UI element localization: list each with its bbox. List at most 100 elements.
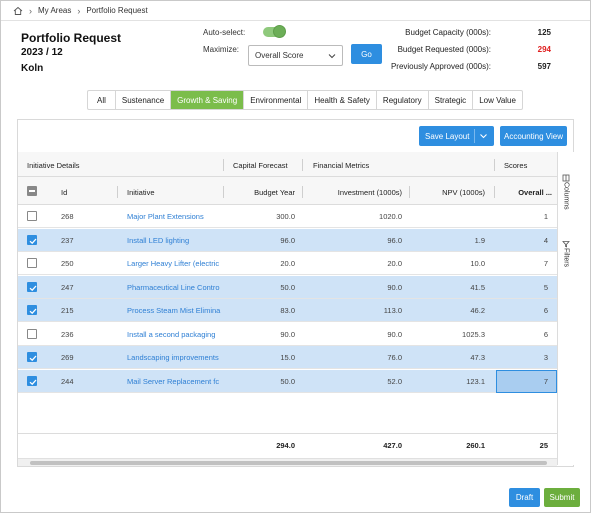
home-icon[interactable]: [13, 6, 23, 16]
table-row[interactable]: 237 Install LED lighting 96.0 96.0 1.9 4: [18, 228, 557, 252]
previously-approved-label: Previously Approved (000s):: [390, 62, 491, 71]
cell-investment: 90.0: [387, 282, 402, 292]
budget-requested-value: 294: [537, 45, 551, 54]
row-checkbox[interactable]: [27, 258, 37, 268]
row-checkbox[interactable]: [27, 352, 37, 362]
tab-sustenance[interactable]: Sustenance: [116, 91, 172, 109]
tab-all[interactable]: All: [88, 91, 116, 109]
table-row[interactable]: 247 Pharmaceutical Line Contro 50.0 90.0 41.…: [18, 275, 557, 299]
table-row[interactable]: 236 Install a second packaging 90.0 90.0 102…: [18, 322, 557, 346]
total-budget-year: 294.0: [276, 441, 295, 450]
tab-growth-saving[interactable]: Growth & Saving: [171, 91, 245, 109]
previously-approved-value: 597: [537, 62, 551, 71]
columns-icon: [562, 174, 570, 182]
maximize-select[interactable]: Overall Score: [248, 45, 343, 66]
cell-initiative-link[interactable]: Install a second packaging: [127, 329, 216, 339]
tool-panel-sidebar: Columns Filters: [557, 152, 574, 465]
tab-regulatory[interactable]: Regulatory: [377, 91, 429, 109]
cell-npv: 46.2: [470, 306, 485, 315]
cell-initiative-link[interactable]: Pharmaceutical Line Contro: [127, 282, 220, 292]
category-tabs: All Sustenance Growth & Saving Environme…: [87, 90, 523, 110]
cell-overall-score: 7: [543, 376, 548, 386]
table-row[interactable]: 244 Mail Server Replacement fc 50.0 52.0 123…: [18, 369, 557, 393]
budget-requested-label: Budget Requested (000s):: [397, 45, 491, 54]
column-investment[interactable]: Investment (1000s): [337, 188, 402, 197]
column-overall-score[interactable]: Overall ...: [518, 188, 552, 197]
row-checkbox[interactable]: [27, 375, 37, 386]
select-all-checkbox[interactable]: [27, 186, 37, 196]
cell-npv: 1025.3: [462, 329, 485, 339]
cell-budget-year: 15.0: [280, 353, 295, 362]
tab-strategic[interactable]: Strategic: [429, 91, 474, 109]
cell-initiative-link[interactable]: Process Steam Mist Elimina: [127, 306, 221, 315]
draft-button[interactable]: Draft: [509, 488, 540, 507]
cell-overall-score: 6: [543, 306, 548, 315]
cell-id: 236: [61, 329, 74, 339]
tab-environmental[interactable]: Environmental: [244, 91, 309, 109]
cell-id: 215: [61, 306, 74, 315]
cell-initiative-link[interactable]: Larger Heavy Lifter (electric: [127, 259, 220, 268]
header-separator: [117, 186, 118, 198]
auto-select-toggle[interactable]: [263, 25, 286, 38]
header-separator: [223, 159, 224, 171]
filter-icon: [562, 241, 570, 248]
chevron-down-icon[interactable]: [479, 132, 488, 140]
submit-button[interactable]: Submit: [544, 488, 580, 507]
row-checkbox[interactable]: [27, 328, 37, 339]
row-checkbox[interactable]: [27, 211, 37, 221]
cell-id: 250: [61, 259, 74, 268]
go-button[interactable]: Go: [351, 44, 382, 64]
table-row[interactable]: 215 Process Steam Mist Elimina 83.0 113.0 46…: [18, 299, 557, 322]
toggle-knob: [273, 25, 286, 38]
tab-health-safety[interactable]: Health & Safety: [308, 91, 377, 109]
header-separator: [494, 186, 495, 198]
cell-npv: 123.1: [466, 376, 485, 386]
cell-investment: 52.0: [387, 376, 402, 386]
cell-budget-year: 50.0: [280, 376, 295, 386]
table-row[interactable]: 269 Landscaping improvements 15.0 76.0 47.3 3: [18, 346, 557, 369]
total-investment: 427.0: [383, 441, 402, 450]
row-checkbox[interactable]: [27, 305, 37, 315]
horizontal-scrollbar[interactable]: [18, 458, 557, 466]
auto-select-label: Auto-select:: [203, 28, 246, 37]
cell-budget-year: 20.0: [280, 259, 295, 268]
budget-capacity-label: Budget Capacity (000s):: [405, 28, 491, 37]
cell-initiative-link[interactable]: Mail Server Replacement fc: [127, 376, 220, 386]
initiatives-grid: Initiative Details Capital Forecast Fina…: [18, 152, 557, 465]
column-npv[interactable]: NPV (1000s): [442, 188, 485, 197]
cell-initiative-link[interactable]: Major Plant Extensions: [127, 212, 204, 221]
period-label: 2023 / 12: [21, 47, 63, 58]
cell-investment: 1020.0: [379, 212, 402, 221]
group-initiative-details: Initiative Details: [27, 161, 80, 170]
accounting-view-button[interactable]: Accounting View: [500, 126, 567, 146]
column-id[interactable]: Id: [61, 188, 68, 197]
column-initiative[interactable]: Initiative: [127, 188, 155, 197]
table-row[interactable]: 268 Major Plant Extensions 300.0 1020.0 1: [18, 205, 557, 228]
maximize-select-value: Overall Score: [255, 51, 304, 60]
focused-cell[interactable]: [496, 369, 557, 393]
filters-panel-tab[interactable]: Filters: [558, 240, 574, 267]
chevron-down-icon: [328, 52, 336, 60]
row-checkbox[interactable]: [27, 281, 37, 292]
checkmark-icon: [29, 379, 37, 385]
maximize-label: Maximize:: [203, 45, 240, 54]
button-divider: [474, 129, 475, 143]
tab-low-value[interactable]: Low Value: [479, 95, 516, 105]
table-row[interactable]: 250 Larger Heavy Lifter (electric 20.0 20.0…: [18, 252, 557, 275]
cell-investment: 20.0: [387, 259, 402, 268]
cell-initiative-link[interactable]: Landscaping improvements: [127, 353, 219, 362]
scrollbar-thumb[interactable]: [30, 461, 547, 465]
checkmark-icon: [29, 308, 37, 315]
cell-initiative-link[interactable]: Install LED lighting: [127, 235, 190, 245]
column-budget-year[interactable]: Budget Year: [254, 188, 295, 197]
row-checkbox[interactable]: [27, 234, 37, 245]
cell-id: 269: [61, 353, 74, 362]
group-scores: Scores: [504, 161, 528, 170]
total-npv: 260.1: [466, 441, 485, 450]
filters-tab-label: Filters: [562, 248, 570, 268]
columns-panel-tab[interactable]: Columns: [558, 174, 574, 210]
breadcrumb-my-areas[interactable]: My Areas: [38, 6, 72, 15]
save-layout-button[interactable]: Save Layout: [419, 126, 494, 146]
cell-overall-score: 3: [543, 353, 548, 362]
